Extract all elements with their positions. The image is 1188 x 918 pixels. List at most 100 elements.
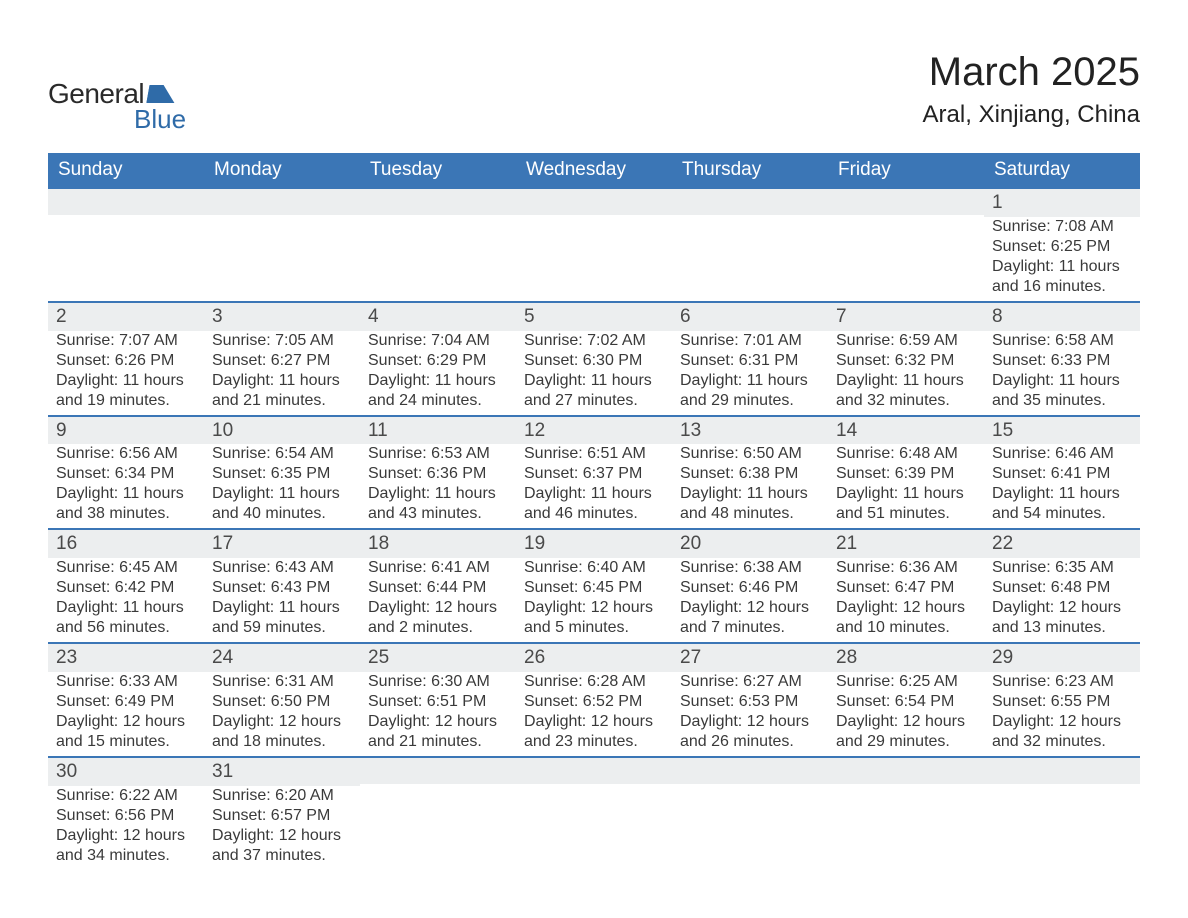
daylight-text: Daylight: 11 hours and 32 minutes. bbox=[836, 371, 976, 411]
calendar-week: 23Sunrise: 6:33 AMSunset: 6:49 PMDayligh… bbox=[48, 642, 1140, 756]
sunrise-text: Sunrise: 7:08 AM bbox=[992, 217, 1132, 237]
calendar-cell: 7Sunrise: 6:59 AMSunset: 6:32 PMDaylight… bbox=[828, 303, 984, 415]
sunrise-text: Sunrise: 6:25 AM bbox=[836, 672, 976, 692]
sunset-text: Sunset: 6:53 PM bbox=[680, 692, 820, 712]
day-number bbox=[48, 189, 204, 215]
sunset-text: Sunset: 6:25 PM bbox=[992, 237, 1132, 257]
daylight-text: Daylight: 11 hours and 46 minutes. bbox=[524, 484, 664, 524]
calendar-cell: 4Sunrise: 7:04 AMSunset: 6:29 PMDaylight… bbox=[360, 303, 516, 415]
daylight-text: Daylight: 12 hours and 29 minutes. bbox=[836, 712, 976, 752]
day-number: 23 bbox=[48, 644, 204, 672]
calendar-cell: 26Sunrise: 6:28 AMSunset: 6:52 PMDayligh… bbox=[516, 644, 672, 756]
daylight-text: Daylight: 12 hours and 23 minutes. bbox=[524, 712, 664, 752]
weekday-header: Tuesday bbox=[360, 153, 516, 189]
calendar-cell: 6Sunrise: 7:01 AMSunset: 6:31 PMDaylight… bbox=[672, 303, 828, 415]
calendar-cell-empty bbox=[828, 189, 984, 301]
day-number bbox=[360, 758, 516, 784]
daylight-text: Daylight: 12 hours and 34 minutes. bbox=[56, 826, 196, 866]
calendar-cell: 14Sunrise: 6:48 AMSunset: 6:39 PMDayligh… bbox=[828, 417, 984, 529]
calendar-cell: 31Sunrise: 6:20 AMSunset: 6:57 PMDayligh… bbox=[204, 758, 360, 870]
sunrise-text: Sunrise: 6:43 AM bbox=[212, 558, 352, 578]
sunset-text: Sunset: 6:50 PM bbox=[212, 692, 352, 712]
day-number: 8 bbox=[984, 303, 1140, 331]
calendar-cell-empty bbox=[672, 189, 828, 301]
sunrise-text: Sunrise: 6:41 AM bbox=[368, 558, 508, 578]
daylight-text: Daylight: 11 hours and 24 minutes. bbox=[368, 371, 508, 411]
calendar-cell: 3Sunrise: 7:05 AMSunset: 6:27 PMDaylight… bbox=[204, 303, 360, 415]
daylight-text: Daylight: 11 hours and 16 minutes. bbox=[992, 257, 1132, 297]
weekday-header: Thursday bbox=[672, 153, 828, 189]
daylight-text: Daylight: 12 hours and 37 minutes. bbox=[212, 826, 352, 866]
sunset-text: Sunset: 6:43 PM bbox=[212, 578, 352, 598]
day-number: 28 bbox=[828, 644, 984, 672]
sunrise-text: Sunrise: 6:54 AM bbox=[212, 444, 352, 464]
sunrise-text: Sunrise: 6:50 AM bbox=[680, 444, 820, 464]
day-number bbox=[672, 758, 828, 784]
day-number: 29 bbox=[984, 644, 1140, 672]
daylight-text: Daylight: 12 hours and 26 minutes. bbox=[680, 712, 820, 752]
sunset-text: Sunset: 6:37 PM bbox=[524, 464, 664, 484]
sunset-text: Sunset: 6:27 PM bbox=[212, 351, 352, 371]
sunset-text: Sunset: 6:56 PM bbox=[56, 806, 196, 826]
day-number bbox=[204, 189, 360, 215]
calendar-cell: 25Sunrise: 6:30 AMSunset: 6:51 PMDayligh… bbox=[360, 644, 516, 756]
day-number bbox=[672, 189, 828, 215]
calendar-cell-empty bbox=[516, 189, 672, 301]
daylight-text: Daylight: 11 hours and 40 minutes. bbox=[212, 484, 352, 524]
sunset-text: Sunset: 6:35 PM bbox=[212, 464, 352, 484]
location-subtitle: Aral, Xinjiang, China bbox=[923, 101, 1140, 129]
calendar-week: 9Sunrise: 6:56 AMSunset: 6:34 PMDaylight… bbox=[48, 415, 1140, 529]
day-number: 10 bbox=[204, 417, 360, 445]
day-number: 1 bbox=[984, 189, 1140, 217]
sunrise-text: Sunrise: 6:20 AM bbox=[212, 786, 352, 806]
day-number: 20 bbox=[672, 530, 828, 558]
daylight-text: Daylight: 11 hours and 38 minutes. bbox=[56, 484, 196, 524]
sunset-text: Sunset: 6:44 PM bbox=[368, 578, 508, 598]
sunset-text: Sunset: 6:46 PM bbox=[680, 578, 820, 598]
day-number: 17 bbox=[204, 530, 360, 558]
calendar-cell: 10Sunrise: 6:54 AMSunset: 6:35 PMDayligh… bbox=[204, 417, 360, 529]
weekday-header: Saturday bbox=[984, 153, 1140, 189]
day-number: 27 bbox=[672, 644, 828, 672]
day-number: 31 bbox=[204, 758, 360, 786]
logo: General Blue bbox=[48, 50, 186, 135]
daylight-text: Daylight: 12 hours and 15 minutes. bbox=[56, 712, 196, 752]
sunset-text: Sunset: 6:33 PM bbox=[992, 351, 1132, 371]
calendar-cell: 28Sunrise: 6:25 AMSunset: 6:54 PMDayligh… bbox=[828, 644, 984, 756]
day-number: 2 bbox=[48, 303, 204, 331]
sunset-text: Sunset: 6:45 PM bbox=[524, 578, 664, 598]
daylight-text: Daylight: 11 hours and 43 minutes. bbox=[368, 484, 508, 524]
sunset-text: Sunset: 6:52 PM bbox=[524, 692, 664, 712]
sunset-text: Sunset: 6:54 PM bbox=[836, 692, 976, 712]
calendar-cell-empty bbox=[360, 758, 516, 870]
day-number: 13 bbox=[672, 417, 828, 445]
daylight-text: Daylight: 11 hours and 29 minutes. bbox=[680, 371, 820, 411]
day-number: 21 bbox=[828, 530, 984, 558]
calendar-cell: 9Sunrise: 6:56 AMSunset: 6:34 PMDaylight… bbox=[48, 417, 204, 529]
calendar-cell-empty bbox=[48, 189, 204, 301]
sunrise-text: Sunrise: 6:53 AM bbox=[368, 444, 508, 464]
sunset-text: Sunset: 6:30 PM bbox=[524, 351, 664, 371]
weekday-header: Friday bbox=[828, 153, 984, 189]
title-block: March 2025 Aral, Xinjiang, China bbox=[923, 50, 1140, 135]
sunset-text: Sunset: 6:42 PM bbox=[56, 578, 196, 598]
sunrise-text: Sunrise: 6:46 AM bbox=[992, 444, 1132, 464]
sunset-text: Sunset: 6:34 PM bbox=[56, 464, 196, 484]
day-number: 24 bbox=[204, 644, 360, 672]
day-number: 11 bbox=[360, 417, 516, 445]
daylight-text: Daylight: 12 hours and 21 minutes. bbox=[368, 712, 508, 752]
daylight-text: Daylight: 11 hours and 21 minutes. bbox=[212, 371, 352, 411]
sunset-text: Sunset: 6:32 PM bbox=[836, 351, 976, 371]
daylight-text: Daylight: 11 hours and 54 minutes. bbox=[992, 484, 1132, 524]
day-number: 3 bbox=[204, 303, 360, 331]
sunset-text: Sunset: 6:39 PM bbox=[836, 464, 976, 484]
day-number bbox=[984, 758, 1140, 784]
logo-text-blue: Blue bbox=[48, 104, 186, 135]
calendar-cell: 27Sunrise: 6:27 AMSunset: 6:53 PMDayligh… bbox=[672, 644, 828, 756]
sunrise-text: Sunrise: 6:36 AM bbox=[836, 558, 976, 578]
sunrise-text: Sunrise: 6:27 AM bbox=[680, 672, 820, 692]
day-number bbox=[516, 189, 672, 215]
daylight-text: Daylight: 12 hours and 32 minutes. bbox=[992, 712, 1132, 752]
calendar-week: 1Sunrise: 7:08 AMSunset: 6:25 PMDaylight… bbox=[48, 189, 1140, 301]
calendar-cell: 11Sunrise: 6:53 AMSunset: 6:36 PMDayligh… bbox=[360, 417, 516, 529]
